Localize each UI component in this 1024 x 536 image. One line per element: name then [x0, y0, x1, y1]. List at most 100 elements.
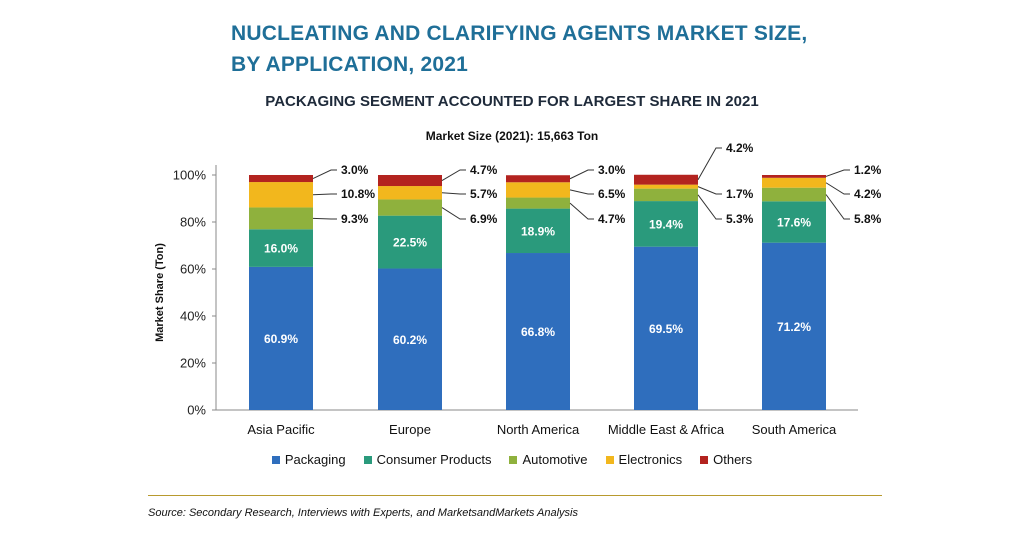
bar-segment-packaging: [249, 266, 313, 410]
x-tick-label: North America: [497, 422, 580, 437]
market-size-note: Market Size (2021): 15,663 Ton: [425, 129, 599, 143]
chart-subtitle: PACKAGING SEGMENT ACCOUNTED FOR LARGEST …: [265, 93, 759, 110]
y-tick-label: 80%: [180, 215, 206, 230]
bar-segment-automotive: [249, 207, 313, 230]
data-label-callout: 3.0%: [598, 163, 626, 177]
bar-segment-consumer-products: [634, 201, 698, 247]
y-tick-label: 20%: [180, 356, 206, 371]
data-label-inside: 60.2%: [393, 333, 427, 347]
data-label-callout: 1.7%: [726, 187, 754, 201]
data-label-callout: 6.9%: [470, 212, 498, 226]
chart-title-line-2: BY APPLICATION, 2021: [231, 53, 469, 76]
legend-label: Electronics: [618, 452, 683, 467]
chart-legend: Packaging Consumer Products Automotive Elec…: [0, 452, 1024, 467]
data-label-callout: 4.7%: [470, 163, 498, 177]
bar-segment-electronics: [506, 182, 570, 198]
data-label-inside: 16.0%: [264, 242, 298, 256]
bar-segment-electronics: [634, 184, 698, 189]
data-label-inside: 66.8%: [521, 325, 555, 339]
x-tick-label: Asia Pacific: [247, 422, 315, 437]
y-tick-label: 100%: [173, 168, 207, 183]
legend-swatch: [509, 455, 518, 464]
x-tick-label: Europe: [389, 422, 431, 437]
bar-segment-automotive: [378, 199, 442, 216]
bar-segment-consumer-products: [249, 229, 313, 267]
bar-segment-consumer-products: [506, 208, 570, 254]
bar-segment-packaging: [762, 242, 826, 410]
callout-leader-line: [441, 169, 466, 181]
bar-segment-packaging: [506, 253, 570, 410]
data-label-callout: 4.2%: [726, 141, 754, 155]
chart-title-line-1: NUCLEATING AND CLARIFYING AGENTS MARKET …: [231, 22, 808, 45]
callout-leader-line: [312, 169, 337, 179]
legend-item: Packaging: [271, 452, 346, 467]
source-note: Source: Secondary Research, Interviews w…: [148, 507, 578, 519]
data-label-callout: 3.0%: [341, 163, 369, 177]
callout-leader-line: [569, 169, 594, 180]
data-label-inside: 71.2%: [777, 320, 811, 334]
bar-segment-others: [634, 174, 698, 185]
legend-item: Automotive: [509, 452, 588, 467]
data-label-inside: 60.9%: [264, 332, 298, 346]
callout-leader-line: [441, 192, 466, 195]
legend-swatch: [700, 455, 709, 464]
bar-segment-others: [506, 175, 570, 183]
bar-segment-consumer-products: [762, 201, 826, 243]
bar-segment-others: [762, 175, 826, 178]
callout-leader-line: [697, 194, 722, 220]
x-tick-label: South America: [752, 422, 837, 437]
bar-segment-automotive: [762, 187, 826, 202]
legend-label: Automotive: [522, 452, 588, 467]
legend-item: Electronics: [605, 452, 683, 467]
y-tick-label: 0%: [187, 403, 206, 418]
bar-segment-packaging: [634, 246, 698, 410]
bar-segment-electronics: [249, 182, 313, 208]
callout-leader-line: [697, 147, 722, 180]
data-label-callout: 10.8%: [341, 187, 375, 201]
data-label-callout: 4.2%: [854, 187, 882, 201]
callout-leader-line: [441, 207, 466, 220]
legend-label: Packaging: [284, 452, 346, 467]
data-label-callout: 6.5%: [598, 187, 626, 201]
callout-leader-line: [312, 217, 337, 220]
callout-leader-line: [569, 189, 594, 195]
source-divider: [148, 495, 882, 496]
legend-swatch: [271, 455, 280, 464]
y-axis-label: Market Share (Ton): [154, 243, 166, 342]
data-label-inside: 18.9%: [521, 224, 555, 238]
data-label-inside: 69.5%: [649, 322, 683, 336]
data-label-callout: 5.3%: [726, 212, 754, 226]
bar-segment-electronics: [378, 186, 442, 200]
bar-segment-packaging: [378, 268, 442, 410]
data-label-callout: 5.8%: [854, 212, 882, 226]
bar-segment-automotive: [506, 197, 570, 209]
data-label-callout: 1.2%: [854, 163, 882, 177]
x-tick-label: Middle East & Africa: [608, 422, 725, 437]
callout-leader-line: [825, 194, 850, 220]
bar-segment-others: [249, 175, 313, 183]
y-tick-label: 60%: [180, 262, 206, 277]
legend-item: Others: [700, 452, 752, 467]
legend-label: Consumer Products: [376, 452, 492, 467]
legend-label: Others: [713, 452, 753, 467]
callout-leader-line: [825, 169, 850, 177]
callout-leader-line: [569, 202, 594, 220]
legend-swatch: [363, 455, 372, 464]
data-label-inside: 19.4%: [649, 217, 683, 231]
bar-segment-others: [378, 175, 442, 187]
data-label-inside: 22.5%: [393, 236, 427, 250]
bar-segment-consumer-products: [378, 215, 442, 269]
data-label-callout: 5.7%: [470, 187, 498, 201]
callout-leader-line: [825, 182, 850, 195]
legend-swatch: [605, 455, 614, 464]
y-tick-label: 40%: [180, 309, 206, 324]
bar-segment-automotive: [634, 188, 698, 202]
callout-leader-line: [697, 186, 722, 195]
data-label-callout: 9.3%: [341, 212, 369, 226]
bar-segment-electronics: [762, 177, 826, 188]
legend-item: Consumer Products: [363, 452, 492, 467]
data-label-inside: 17.6%: [777, 216, 811, 230]
data-label-callout: 4.7%: [598, 212, 626, 226]
callout-leader-line: [312, 193, 337, 196]
